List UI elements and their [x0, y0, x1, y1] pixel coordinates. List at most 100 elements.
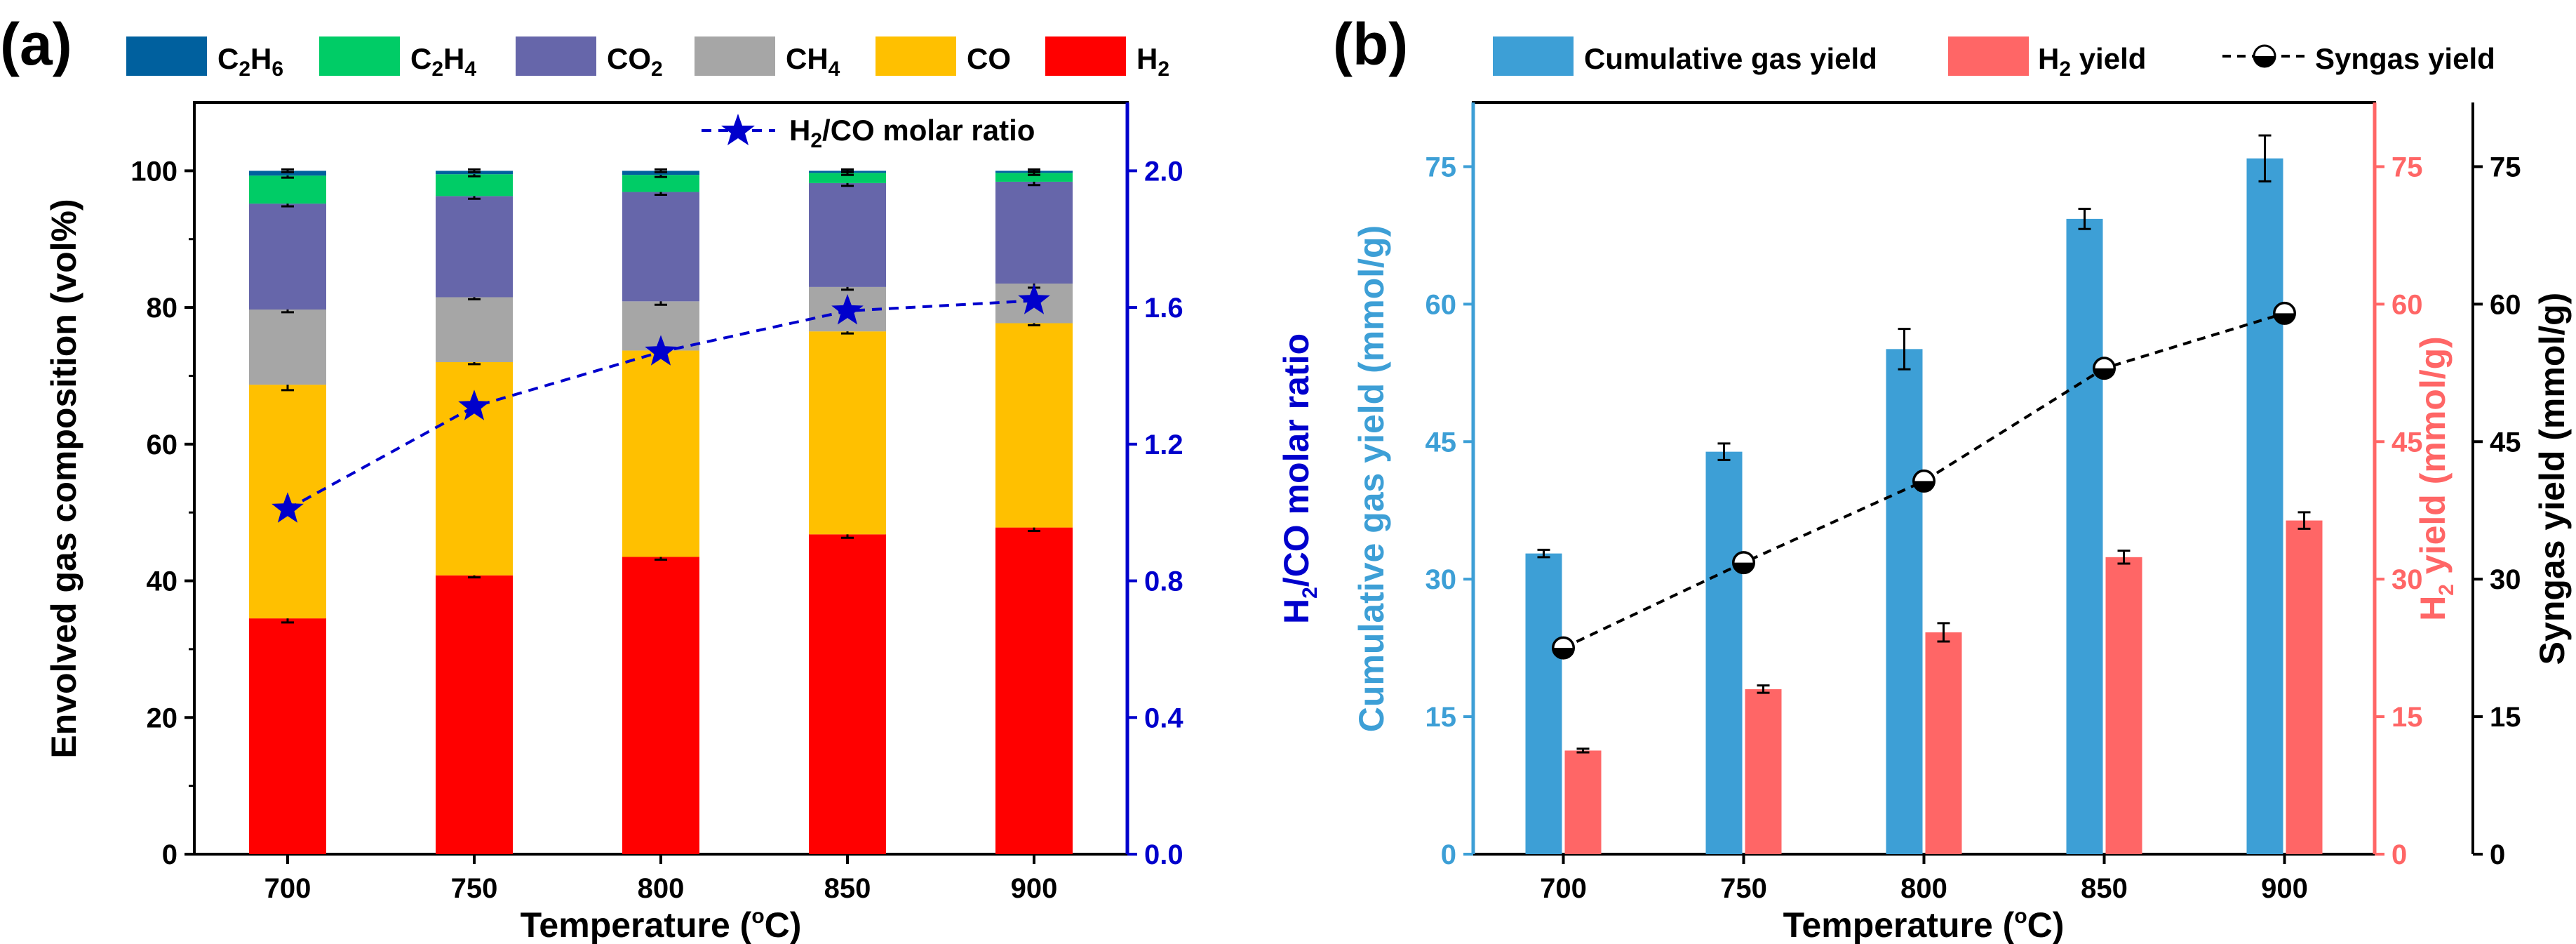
legend-label-c2h6: C2H6 — [217, 42, 283, 81]
y-tick-label-a-20: 20 — [147, 703, 178, 733]
y3-tick-label-b-60: 60 — [2490, 289, 2521, 320]
bar-co2-700 — [249, 204, 326, 310]
bar-c2h4-850 — [809, 173, 886, 183]
y-tick-label-a-0: 0 — [162, 839, 177, 870]
panel-b-letter: (b) — [1333, 11, 1408, 77]
bar-h2-yield-750 — [1745, 689, 1782, 854]
y-tick-label-a-80: 80 — [147, 293, 178, 324]
legend-label-c2h4: C2H4 — [410, 42, 476, 81]
x-tick-label-b-900: 900 — [2261, 873, 2308, 904]
y2-tick-label-b-75: 75 — [2391, 152, 2423, 182]
bar-c2h4-700 — [249, 175, 326, 204]
bar-ch4-700 — [249, 310, 326, 385]
bar-h2-yield-900 — [2286, 520, 2323, 854]
y2-axis-label-b: H2 yield (mmol/g) — [2413, 336, 2458, 621]
y-tick-label-a-60: 60 — [147, 430, 178, 460]
y2-tick-label-b-30: 30 — [2391, 564, 2423, 595]
x-tick-label-a-850: 850 — [824, 873, 871, 904]
bars-a — [249, 168, 1073, 854]
syngas-point-highlight-750 — [1734, 553, 1753, 563]
syngas-point-highlight-700 — [1554, 639, 1573, 649]
x-tick-label-b-800: 800 — [1900, 873, 1947, 904]
bar-cumulative-gas-yield-800 — [1886, 349, 1923, 855]
y2-axis-label-a: H2/CO molar ratio — [1277, 333, 1322, 624]
y-ticks-b: 0 15 30 45 60 75 — [1425, 152, 1473, 870]
bar-cumulative-gas-yield-850 — [2066, 218, 2103, 854]
y-axis-label-b: Cumulative gas yield (mmol/g) — [1352, 225, 1391, 732]
syngas-point-highlight-800 — [1914, 472, 1933, 481]
bar-co-800 — [622, 350, 699, 557]
legend-item-cumulative: Cumulative gas yield — [1493, 36, 1877, 76]
y2-tick-label-a-0.4: 0.4 — [1144, 703, 1183, 733]
ratio-point-750 — [458, 390, 490, 420]
y2-tick-label-a-1.2: 1.2 — [1144, 430, 1183, 460]
syngas-point-highlight-850 — [2095, 359, 2114, 368]
bar-co2-800 — [622, 192, 699, 302]
y3-tick-label-b-45: 45 — [2490, 427, 2521, 458]
y-tick-label-b-0: 0 — [1441, 839, 1456, 870]
y-tick-label-a-100: 100 — [130, 156, 177, 187]
legend-label-h2-yield: H2 yield — [2038, 42, 2146, 81]
y2-tick-label-a-0.8: 0.8 — [1144, 566, 1183, 597]
legend-b: Cumulative gas yield H2 yield Syngas yie… — [1493, 36, 2495, 81]
bar-h2-yield-700 — [1564, 750, 1602, 854]
bar-h2-900 — [995, 527, 1073, 854]
legend-item-co: CO — [876, 36, 1011, 76]
legend-label-h2: H2 — [1136, 42, 1169, 81]
x-ticks-b: 700 750 800 850 900 — [1540, 854, 2308, 904]
bar-ch4-750 — [436, 297, 513, 362]
y2-ticks-b: 0 15 30 45 60 75 — [2375, 152, 2423, 870]
y2-tick-label-a-1.6: 1.6 — [1144, 293, 1183, 324]
legend-label-co: CO — [967, 42, 1011, 75]
bars-b — [1525, 134, 2323, 855]
legend-swatch-c2h4 — [319, 36, 400, 76]
legend-label-co2: CO2 — [607, 42, 663, 81]
bar-cumulative-gas-yield-700 — [1525, 553, 1562, 854]
bar-co2-750 — [436, 196, 513, 298]
y2-tick-label-a-0.0: 0.0 — [1144, 839, 1183, 870]
ratio-point-850 — [831, 294, 864, 325]
circle-marker-fill — [2254, 56, 2275, 67]
y-ticks-a: 0 20 40 60 80 100 — [130, 156, 194, 870]
legend-swatch-ch4 — [695, 36, 775, 76]
syngas-line-b — [1552, 301, 2296, 660]
legend-swatch-c2h6 — [126, 36, 207, 76]
y-tick-label-b-15: 15 — [1425, 702, 1457, 733]
legend-label-ch4: CH4 — [786, 42, 840, 81]
bar-h2-850 — [809, 534, 886, 854]
bar-h2-yield-800 — [1925, 632, 1962, 854]
y2-tick-label-a-2.0: 2.0 — [1144, 156, 1183, 187]
y2-tick-label-b-0: 0 — [2391, 839, 2407, 870]
bar-co2-850 — [809, 182, 886, 287]
y3-tick-label-b-15: 15 — [2490, 702, 2521, 733]
ratio-point-800 — [645, 335, 677, 366]
x-tick-label-b-850: 850 — [2081, 873, 2128, 904]
legend-item-h2-yield: H2 yield — [1948, 36, 2146, 81]
bar-h2-yield-850 — [2105, 557, 2142, 854]
ratio-line-a — [271, 284, 1050, 523]
x-tick-label-b-750: 750 — [1720, 873, 1767, 904]
panel-a: (a) C2H6 C2H4 CO2 CH4 CO — [0, 11, 1322, 944]
legend-item-syngas: Syngas yield — [2222, 42, 2495, 75]
y-tick-label-a-40: 40 — [147, 566, 178, 597]
y3-tick-label-b-30: 30 — [2490, 564, 2521, 595]
bar-cumulative-gas-yield-750 — [1705, 451, 1743, 854]
x-tick-label-a-900: 900 — [1011, 873, 1058, 904]
legend-item-c2h4: C2H4 — [319, 36, 476, 81]
legend-ratio: H2/CO molar ratio — [702, 114, 1035, 152]
legend-label-cumulative: Cumulative gas yield — [1584, 42, 1877, 75]
legend-item-ch4: CH4 — [695, 36, 840, 81]
y-tick-label-b-60: 60 — [1425, 289, 1457, 320]
ratio-point-700 — [271, 492, 304, 523]
bar-c2h4-900 — [995, 173, 1073, 182]
y-tick-label-b-30: 30 — [1425, 564, 1457, 595]
y2-tick-label-b-60: 60 — [2391, 289, 2423, 320]
y3-tick-label-b-75: 75 — [2490, 152, 2521, 182]
bar-co-850 — [809, 331, 886, 535]
panel-b: (b) Cumulative gas yield H2 yield Syngas… — [1333, 11, 2572, 944]
y3-ticks-b: 0 15 30 45 60 75 — [2473, 152, 2521, 870]
legend-swatch-h2 — [1045, 36, 1126, 76]
bar-co2-900 — [995, 181, 1073, 284]
star-icon — [721, 114, 755, 145]
